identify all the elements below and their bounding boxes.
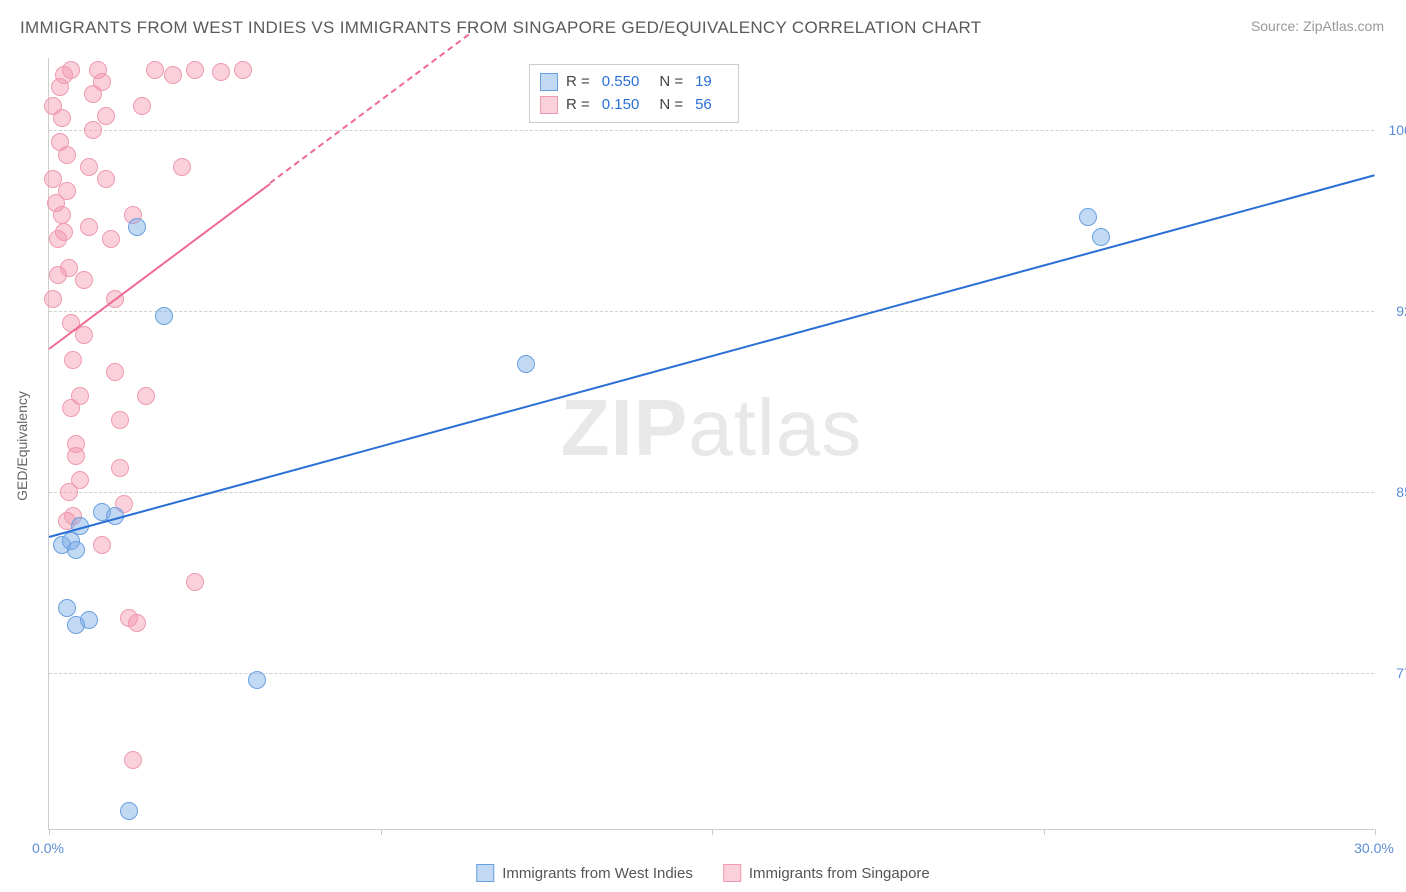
scatter-point-a — [155, 307, 173, 325]
y-tick-label: 77.5% — [1396, 665, 1406, 681]
scatter-point-b — [67, 435, 85, 453]
scatter-point-b — [164, 66, 182, 84]
legend-r-value-b: 0.150 — [602, 94, 640, 117]
x-tick-mark — [1375, 829, 1376, 835]
x-tick-mark — [1044, 829, 1045, 835]
scatter-point-b — [75, 326, 93, 344]
scatter-point-b — [71, 471, 89, 489]
scatter-point-a — [67, 616, 85, 634]
y-tick-label: 92.5% — [1396, 303, 1406, 319]
scatter-point-b — [186, 573, 204, 591]
scatter-point-b — [80, 158, 98, 176]
scatter-point-b — [106, 363, 124, 381]
y-tick-label: 100.0% — [1389, 122, 1406, 138]
scatter-point-a — [58, 599, 76, 617]
scatter-point-b — [93, 536, 111, 554]
legend-swatch-b — [540, 96, 558, 114]
gridline-h — [49, 311, 1374, 312]
scatter-point-b — [212, 63, 230, 81]
scatter-point-b — [133, 97, 151, 115]
gridline-h — [49, 130, 1374, 131]
scatter-point-b — [97, 170, 115, 188]
scatter-point-a — [248, 671, 266, 689]
scatter-point-b — [60, 259, 78, 277]
scatter-point-a — [1092, 228, 1110, 246]
scatter-point-a — [517, 355, 535, 373]
scatter-point-b — [58, 146, 76, 164]
legend-r-label: R = — [566, 71, 590, 94]
scatter-point-b — [84, 121, 102, 139]
scatter-point-b — [55, 223, 73, 241]
scatter-point-b — [137, 387, 155, 405]
y-axis-label: GED/Equivalency — [14, 391, 30, 501]
correlation-legend: R = 0.550 N = 19 R = 0.150 N = 56 — [529, 64, 739, 123]
x-tick-label: 0.0% — [32, 840, 64, 856]
scatter-point-b — [111, 411, 129, 429]
x-tick-mark — [49, 829, 50, 835]
chart-title: IMMIGRANTS FROM WEST INDIES VS IMMIGRANT… — [20, 18, 981, 38]
scatter-point-b — [146, 61, 164, 79]
x-legend-item-b: Immigrants from Singapore — [723, 864, 930, 882]
scatter-point-b — [111, 459, 129, 477]
watermark-atlas: atlas — [688, 383, 862, 472]
series-a-name: Immigrants from West Indies — [502, 865, 693, 882]
regression-line-b-dashed — [269, 34, 469, 184]
legend-n-label: N = — [659, 94, 683, 117]
scatter-point-b — [173, 158, 191, 176]
gridline-h — [49, 673, 1374, 674]
legend-swatch-b-icon — [723, 864, 741, 882]
scatter-point-b — [186, 61, 204, 79]
legend-row-series-a: R = 0.550 N = 19 — [540, 71, 724, 94]
gridline-h — [49, 492, 1374, 493]
legend-n-value-a: 19 — [695, 71, 712, 94]
scatter-point-b — [234, 61, 252, 79]
watermark-text: ZIPatlas — [561, 382, 862, 474]
legend-r-label: R = — [566, 94, 590, 117]
scatter-point-b — [75, 271, 93, 289]
scatter-point-b — [80, 218, 98, 236]
source-attribution: Source: ZipAtlas.com — [1251, 18, 1384, 34]
scatter-point-a — [1079, 208, 1097, 226]
scatter-point-b — [64, 351, 82, 369]
legend-n-label: N = — [659, 71, 683, 94]
x-tick-label: 30.0% — [1354, 840, 1394, 856]
scatter-point-b — [102, 230, 120, 248]
scatter-point-b — [71, 387, 89, 405]
scatter-point-a — [128, 218, 146, 236]
legend-n-value-b: 56 — [695, 94, 712, 117]
watermark-zip: ZIP — [561, 383, 688, 472]
x-tick-mark — [712, 829, 713, 835]
legend-row-series-b: R = 0.150 N = 56 — [540, 94, 724, 117]
x-tick-mark — [381, 829, 382, 835]
legend-swatch-a — [540, 73, 558, 91]
scatter-point-b — [44, 97, 62, 115]
x-legend-item-a: Immigrants from West Indies — [476, 864, 693, 882]
scatter-point-a — [67, 541, 85, 559]
scatter-point-b — [93, 73, 111, 91]
y-tick-label: 85.0% — [1396, 484, 1406, 500]
x-axis-legend: Immigrants from West Indies Immigrants f… — [476, 864, 930, 882]
regression-line-a — [49, 174, 1376, 538]
scatter-point-b — [58, 182, 76, 200]
scatter-point-b — [97, 107, 115, 125]
series-b-name: Immigrants from Singapore — [749, 865, 930, 882]
legend-swatch-a-icon — [476, 864, 494, 882]
legend-r-value-a: 0.550 — [602, 71, 640, 94]
scatter-point-b — [128, 614, 146, 632]
scatter-point-b — [44, 290, 62, 308]
chart-plot-area: ZIPatlas R = 0.550 N = 19 R = 0.150 N = … — [48, 58, 1374, 830]
scatter-point-b — [124, 751, 142, 769]
scatter-point-b — [62, 61, 80, 79]
scatter-point-a — [120, 802, 138, 820]
